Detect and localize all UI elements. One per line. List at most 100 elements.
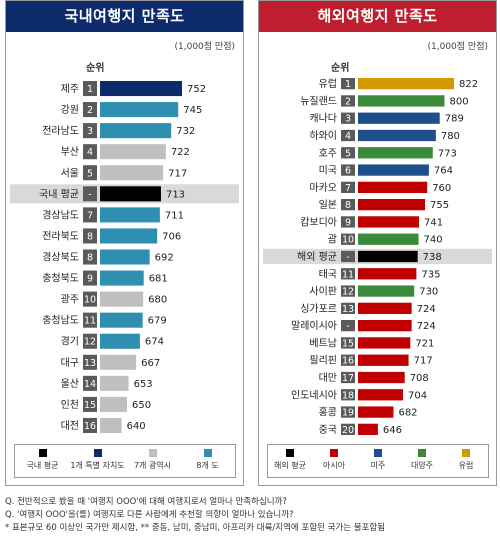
category-label: 하와이 bbox=[309, 129, 337, 142]
rank-box bbox=[83, 123, 97, 139]
legend-item: 1개 특별 자치도 bbox=[70, 449, 125, 471]
value-label: 681 bbox=[149, 274, 168, 285]
rank-box bbox=[83, 375, 97, 391]
rank-label: 15 bbox=[84, 400, 96, 411]
rank-label: 5 bbox=[345, 148, 351, 159]
category-label: 국내 평균 bbox=[39, 188, 79, 200]
legend-item: 유럽 bbox=[444, 449, 488, 471]
rank-label: 19 bbox=[342, 408, 354, 419]
category-label: 충청북도 bbox=[42, 273, 79, 285]
category-label: 충청남도 bbox=[42, 315, 79, 327]
satisfaction-bar bbox=[358, 268, 417, 280]
legend-label: 7개 광역시 bbox=[133, 461, 172, 470]
legend-label: 1개 특별 자치도 bbox=[70, 461, 125, 470]
satisfaction-bar bbox=[358, 371, 405, 384]
rank-label: 1 bbox=[87, 84, 93, 95]
satisfaction-bar bbox=[100, 165, 164, 181]
value-label: 780 bbox=[441, 131, 460, 142]
category-label: 인천 bbox=[61, 399, 79, 411]
value-label: 721 bbox=[415, 338, 434, 349]
legend-swatch bbox=[462, 449, 470, 457]
category-label: 대전 bbox=[61, 420, 79, 432]
value-label: 800 bbox=[449, 96, 468, 107]
satisfaction-bar bbox=[358, 302, 412, 314]
legend-swatch bbox=[93, 449, 102, 457]
value-label: 789 bbox=[445, 114, 464, 125]
value-label: 706 bbox=[162, 231, 181, 242]
value-label: 752 bbox=[187, 84, 206, 95]
overseas-panel-title: 해외여행지 만족도 bbox=[259, 1, 496, 32]
rank-box bbox=[341, 389, 355, 401]
rank-box bbox=[341, 371, 355, 384]
value-label: 740 bbox=[424, 235, 443, 246]
legend-swatch bbox=[203, 449, 212, 457]
category-label: 해외 평균 bbox=[297, 250, 337, 263]
legend-label: 미주 bbox=[370, 461, 386, 470]
rank-label: 9 bbox=[345, 217, 351, 228]
rank-box bbox=[341, 78, 355, 90]
satisfaction-bar bbox=[358, 389, 403, 401]
rank-box bbox=[83, 186, 97, 202]
legend-swatch bbox=[148, 449, 157, 457]
satisfaction-bar bbox=[100, 249, 150, 265]
category-label: 인도네시아 bbox=[291, 389, 337, 401]
satisfaction-bar bbox=[100, 270, 144, 286]
value-label: 713 bbox=[166, 189, 185, 200]
rank-label: 9 bbox=[87, 274, 93, 285]
satisfaction-bar bbox=[100, 123, 172, 139]
category-label: 경기 bbox=[61, 335, 79, 348]
rank-label: 3 bbox=[345, 114, 351, 125]
rank-label: - bbox=[346, 252, 349, 263]
category-label: 뉴질랜드 bbox=[300, 95, 337, 107]
category-label: 경상북도 bbox=[42, 251, 79, 264]
satisfaction-bar bbox=[100, 396, 127, 412]
satisfaction-bar bbox=[358, 199, 426, 211]
legend-item: 7개 광역시 bbox=[125, 449, 180, 471]
rank-box bbox=[341, 337, 355, 349]
satisfaction-bar bbox=[100, 228, 158, 244]
value-label: 773 bbox=[438, 148, 457, 159]
satisfaction-bar bbox=[100, 81, 182, 97]
category-label: 강원 bbox=[61, 104, 79, 116]
rank-box bbox=[83, 144, 97, 160]
value-label: 822 bbox=[459, 79, 478, 90]
rank-box bbox=[341, 112, 355, 124]
satisfaction-bar bbox=[100, 375, 129, 391]
category-label: 부산 bbox=[61, 146, 79, 158]
satisfaction-bar bbox=[358, 164, 429, 176]
value-label: 708 bbox=[410, 373, 429, 384]
category-label: 전라남도 bbox=[42, 125, 79, 137]
rank-box bbox=[83, 417, 97, 433]
category-label: 마카오 bbox=[309, 182, 337, 194]
value-label: 704 bbox=[408, 390, 427, 401]
rank-box bbox=[341, 250, 355, 263]
rank-box bbox=[341, 199, 355, 211]
rank-box bbox=[341, 233, 355, 245]
category-label: 필리핀 bbox=[309, 355, 337, 367]
rank-box bbox=[341, 147, 355, 159]
rank-box bbox=[341, 285, 355, 297]
rank-label: - bbox=[346, 321, 349, 332]
value-label: 667 bbox=[141, 358, 160, 369]
legend-label: 8개 도 bbox=[196, 461, 219, 470]
rank-box bbox=[83, 228, 97, 244]
rank-label: 4 bbox=[345, 131, 351, 142]
domestic-legend: 국내 평균 1개 특별 자치도 7개 광역시 8개 도 bbox=[14, 444, 236, 478]
rank-label: 7 bbox=[345, 183, 351, 194]
category-label: 서울 bbox=[61, 167, 79, 179]
satisfaction-bar bbox=[358, 285, 415, 297]
rank-box bbox=[341, 164, 355, 176]
satisfaction-bar bbox=[358, 406, 394, 418]
value-label: 717 bbox=[414, 356, 433, 367]
rank-label: 4 bbox=[87, 147, 93, 158]
rank-box bbox=[83, 207, 97, 223]
category-label: 싱가포르 bbox=[300, 303, 337, 315]
value-label: 679 bbox=[148, 316, 167, 327]
value-label: 646 bbox=[383, 425, 402, 436]
legend-item: 국내 평균 bbox=[15, 449, 70, 471]
rank-label: 10 bbox=[84, 295, 96, 306]
legend-label: 해외 평균 bbox=[274, 461, 306, 470]
satisfaction-bar bbox=[358, 337, 411, 349]
category-label: 베트남 bbox=[309, 337, 337, 349]
